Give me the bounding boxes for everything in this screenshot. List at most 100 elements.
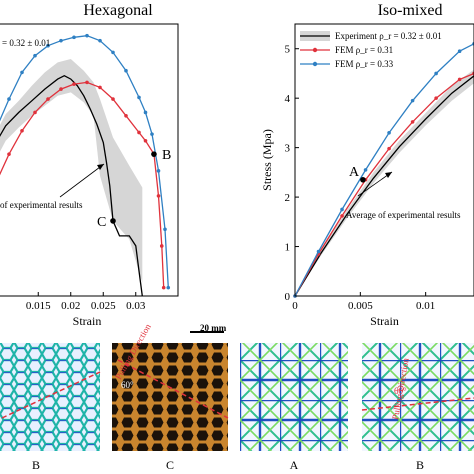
iso-mixed-chart: A 0 0.005 0.01 0 1 2 3 4 5 Iso-mixed Strain Stress (… bbox=[260, 2, 474, 328]
hex-series-2-point bbox=[7, 97, 11, 101]
iso-series-line-1 bbox=[294, 72, 474, 297]
iso-annotation-arrow bbox=[357, 171, 393, 197]
hex-x-tick-label: 0.015 bbox=[26, 300, 51, 312]
iso-x-tick-label: 0.01 bbox=[416, 300, 435, 312]
iso-legend-entry-2: FEM ρ_r = 0.33 bbox=[335, 59, 394, 69]
hex-series-2-point bbox=[163, 227, 167, 232]
hex-axes-frame bbox=[0, 23, 179, 297]
iso-y-tick-label: 4 bbox=[285, 93, 291, 105]
hex-series-2-point bbox=[150, 132, 154, 136]
hexagonal-photo-panel bbox=[112, 331, 229, 451]
hex-annotation-arrowhead bbox=[97, 164, 104, 170]
iso-series-2-point bbox=[316, 249, 321, 254]
hex-series-2-point bbox=[59, 38, 63, 43]
hex-series-2-point bbox=[111, 50, 115, 55]
hexagonal-chart: B C 0.015 0.02 0.025 0.03 Hexagonal Strain = 0.3… bbox=[0, 2, 179, 328]
hex-annotation-text: of experimental results bbox=[0, 200, 83, 210]
iso-point-marker-a bbox=[360, 176, 366, 183]
hex-series-1-point bbox=[46, 97, 50, 101]
iso-legend-swatch-marker bbox=[312, 61, 318, 67]
hex-series-1-point bbox=[156, 194, 161, 198]
iso-y-axis-label: Stress (Mpa) bbox=[260, 129, 274, 191]
hex-series-1-point bbox=[72, 82, 76, 86]
hex-series-1-point bbox=[85, 80, 89, 85]
hex-series-1-point bbox=[124, 113, 128, 118]
hex-point-label-b: B bbox=[162, 148, 171, 163]
iso-series-2-point bbox=[340, 207, 344, 212]
hex-chart-title: Hexagonal bbox=[83, 2, 153, 19]
hex-annotation-arrow bbox=[59, 163, 105, 198]
hex-series-2-point bbox=[98, 38, 102, 43]
iso-series-1-point bbox=[410, 120, 415, 124]
hex-x-tick-label: 0.02 bbox=[61, 300, 80, 312]
scale-bar-label: 20 mm bbox=[200, 323, 227, 333]
iso-series-1-point bbox=[340, 214, 344, 218]
hexagonal-fem-mesh-panel bbox=[0, 343, 101, 451]
hex-series-2-point bbox=[33, 53, 37, 58]
iso-mixed-fem-mesh-panel-b bbox=[361, 343, 474, 451]
hex-legend-fragment: = 0.32 ± 0.01 bbox=[2, 38, 50, 48]
iso-x-tick-label: 0.005 bbox=[348, 300, 373, 312]
iso-series-1-point bbox=[457, 77, 462, 82]
hex-x-tick-label: 0.03 bbox=[126, 300, 146, 312]
iso-legend-entry-1: FEM ρ_r = 0.31 bbox=[335, 45, 393, 55]
iso-chart-title: Iso-mixed bbox=[378, 2, 443, 19]
iso-mixed-fem-mesh-panel-a bbox=[240, 343, 348, 451]
angle-label-iso: 60° bbox=[394, 386, 407, 396]
iso-series-1-point bbox=[434, 96, 438, 100]
hex-series-2-point bbox=[143, 110, 148, 115]
hex-series-2-point bbox=[166, 285, 171, 290]
panel-label-a: A bbox=[290, 458, 299, 472]
hex-series-1-point bbox=[98, 85, 102, 90]
iso-annotation-text: Average of experimental results bbox=[346, 210, 461, 220]
hex-series-2-point bbox=[137, 95, 141, 100]
iso-point-label-a: A bbox=[349, 165, 360, 180]
hex-series-2-point bbox=[72, 35, 76, 40]
iso-y-tick-label: 3 bbox=[285, 143, 291, 155]
iso-axes-frame bbox=[294, 23, 474, 297]
iso-legend-entry-0: Experiment ρ_r = 0.32 ± 0.01 bbox=[335, 31, 442, 41]
hex-series-2-point bbox=[156, 169, 161, 173]
hex-series-1-point bbox=[7, 152, 11, 156]
hex-series-1-point bbox=[59, 87, 63, 91]
hex-series-1-point bbox=[33, 110, 37, 115]
hex-series-2-point bbox=[20, 70, 24, 75]
panel-label-b-left: B bbox=[32, 458, 40, 472]
hex-point-marker-b bbox=[151, 151, 157, 157]
hex-series-2-point bbox=[124, 68, 128, 73]
hex-point-marker-c bbox=[110, 218, 116, 224]
hex-x-axis-label: Strain bbox=[73, 314, 102, 328]
hex-series-2-point bbox=[46, 43, 50, 48]
hex-point-label-c: C bbox=[97, 215, 106, 230]
iso-series-2-point bbox=[363, 168, 368, 172]
iso-legend-swatch-marker bbox=[312, 47, 318, 53]
hex-series-1-point bbox=[143, 139, 148, 143]
panel-label-c: C bbox=[166, 458, 174, 472]
iso-annotation-arrowhead bbox=[385, 172, 392, 178]
iso-y-tick-label: 0 bbox=[285, 291, 291, 303]
iso-x-tick-label: 0 bbox=[292, 300, 298, 312]
iso-y-tick-label: 1 bbox=[285, 242, 291, 254]
iso-series-2-point bbox=[387, 131, 391, 135]
hex-series-1-point bbox=[161, 285, 166, 290]
hex-series-1-point bbox=[159, 244, 164, 248]
iso-series-line-0 bbox=[294, 75, 474, 297]
angle-label-hex: 60° bbox=[121, 380, 134, 390]
iso-series-2-point bbox=[434, 71, 438, 76]
panel-label-b-right: B bbox=[416, 458, 424, 472]
hex-experimental-band bbox=[0, 59, 143, 283]
iso-experimental-band bbox=[295, 69, 474, 296]
hex-series-1-point bbox=[137, 130, 141, 135]
iso-x-axis-label: Strain bbox=[370, 314, 399, 328]
iso-series-1-point bbox=[387, 146, 391, 151]
hex-x-tick-label: 0.025 bbox=[91, 300, 116, 312]
hex-series-1-point bbox=[20, 128, 24, 133]
hex-series-2-point bbox=[85, 33, 89, 38]
iso-y-tick-label: 5 bbox=[285, 44, 291, 56]
iso-series-2-point bbox=[410, 98, 415, 103]
hex-series-line-0 bbox=[0, 74, 143, 297]
iso-y-tick-label: 2 bbox=[285, 192, 291, 204]
hex-series-1-point bbox=[111, 97, 115, 101]
iso-series-2-point bbox=[457, 49, 462, 53]
